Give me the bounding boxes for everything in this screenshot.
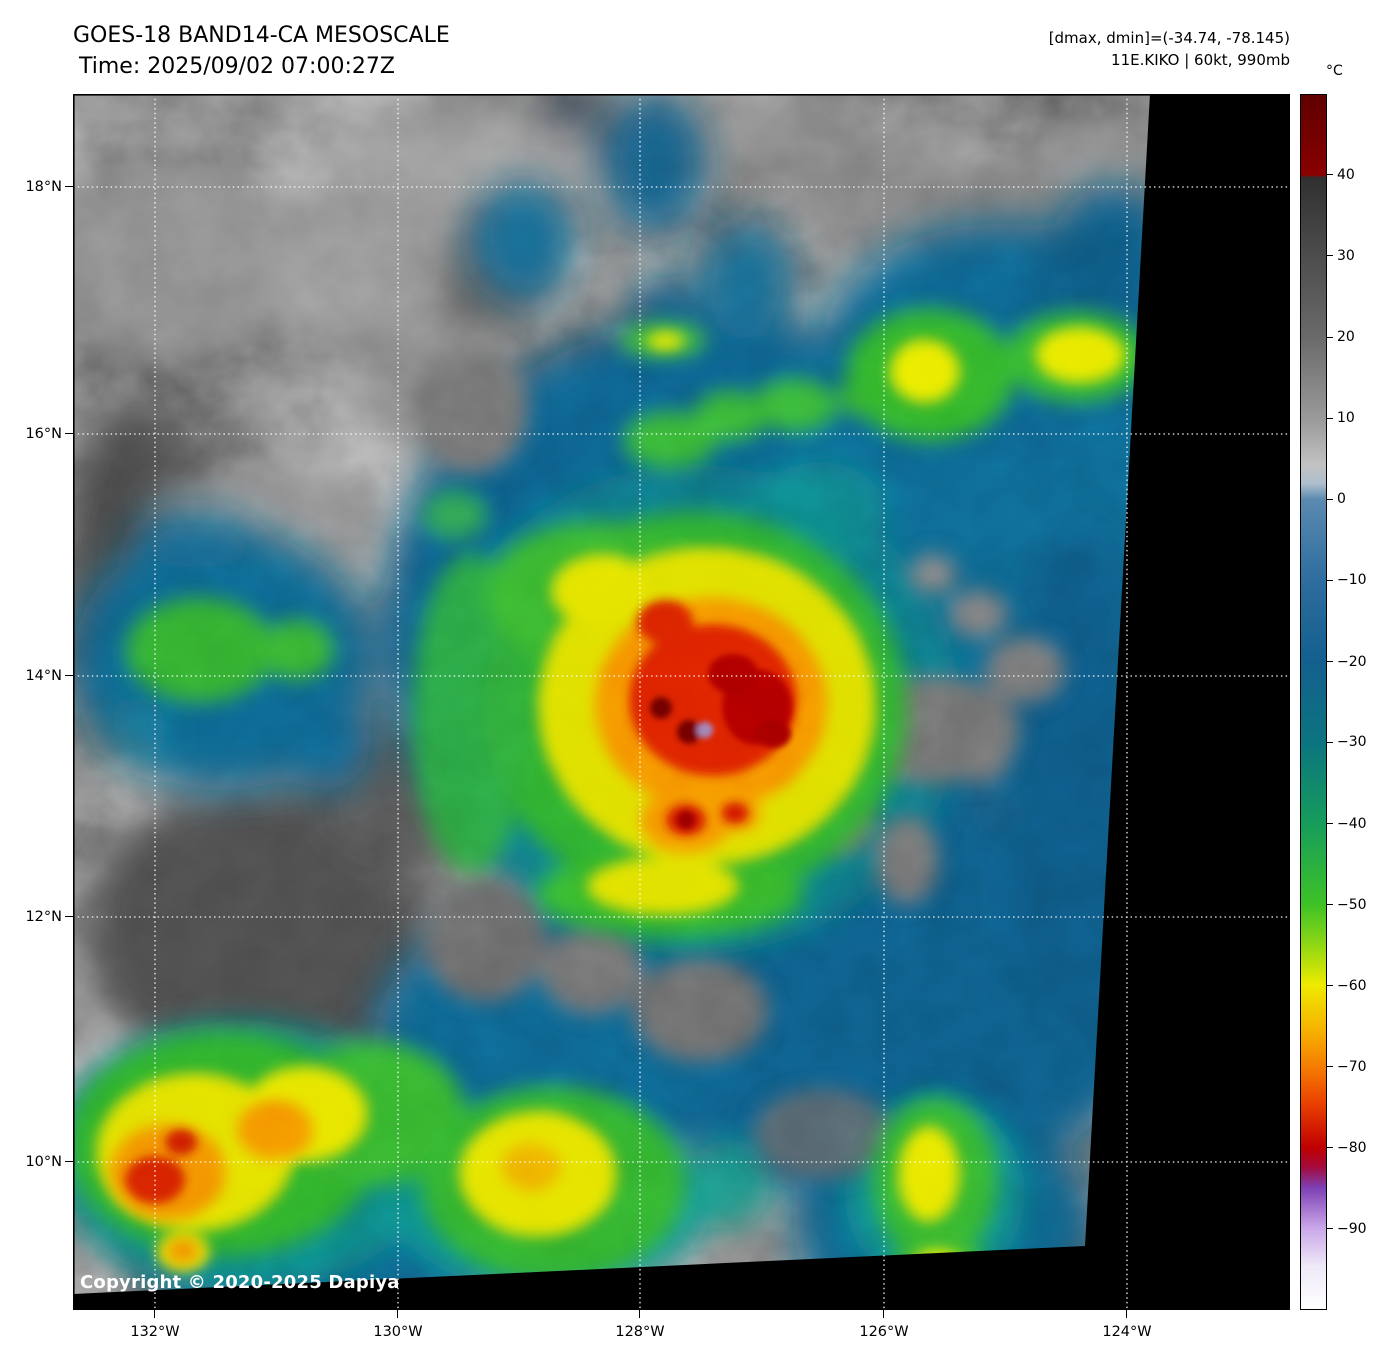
- colorbar-tick-label: −70: [1337, 1058, 1367, 1075]
- colorbar-tick-label: −60: [1337, 977, 1367, 994]
- lat-lon-gridlines: [73, 94, 1290, 1310]
- longitude-tick-label: 126°W: [859, 1324, 909, 1340]
- colorbar-tick-label: −50: [1337, 896, 1367, 913]
- longitude-tick-label: 130°W: [373, 1324, 423, 1340]
- colorbar-tick: [1327, 498, 1333, 500]
- colorbar-tick-label: −40: [1337, 815, 1367, 832]
- colorbar-tick-label: 40: [1337, 167, 1355, 184]
- colorbar-tick: [1327, 904, 1333, 905]
- storm-info-annotation: 11E.KIKO | 60kt, 990mb: [1111, 51, 1290, 69]
- colorbar-unit-label: °C: [1326, 63, 1343, 79]
- latitude-tick: [65, 433, 73, 435]
- colorbar-tick: [1327, 336, 1333, 338]
- latitude-tick-label: 16°N: [25, 426, 62, 442]
- dmax-dmin-annotation: [dmax, dmin]=(-34.74, -78.145): [1048, 29, 1290, 47]
- latitude-tick-label: 12°N: [25, 909, 62, 925]
- latitude-tick-label: 18°N: [25, 179, 62, 195]
- colorbar-tick: [1327, 417, 1333, 419]
- colorbar-tick-label: 20: [1337, 329, 1355, 346]
- longitude-tick-label: 124°W: [1102, 1324, 1152, 1340]
- longitude-tick: [1126, 1310, 1128, 1318]
- image-timestamp: Time: 2025/09/02 07:00:27Z: [79, 54, 395, 79]
- satellite-scene: [73, 94, 1290, 1310]
- colorbar-tick: [1327, 741, 1333, 743]
- longitude-tick: [883, 1310, 885, 1318]
- satellite-plot: [73, 94, 1290, 1310]
- colorbar-tick: [1327, 1066, 1333, 1068]
- longitude-tick: [639, 1310, 641, 1318]
- colorbar-tick: [1327, 255, 1333, 257]
- colorbar-tick: [1327, 822, 1333, 824]
- satellite-data-region: [73, 94, 1150, 1294]
- latitude-tick-label: 10°N: [25, 1154, 62, 1170]
- colorbar-tick-label: −90: [1337, 1220, 1367, 1237]
- colorbar-tick: [1327, 984, 1333, 986]
- colorbar-gradient: [1301, 95, 1326, 1309]
- latitude-tick: [65, 916, 73, 918]
- longitude-tick-label: 132°W: [130, 1324, 180, 1340]
- colorbar-tick: [1327, 1228, 1333, 1230]
- longitude-tick: [154, 1310, 156, 1318]
- colorbar: [1300, 94, 1327, 1310]
- colorbar-tick: [1327, 1147, 1333, 1149]
- colorbar-tick-label: −10: [1337, 572, 1367, 589]
- latitude-tick: [65, 675, 73, 677]
- colorbar-tick-label: 0: [1337, 491, 1346, 508]
- colorbar-tick-label: 30: [1337, 248, 1355, 265]
- longitude-tick-label: 128°W: [615, 1324, 665, 1340]
- latitude-tick: [65, 1161, 73, 1163]
- header-annotations: [dmax, dmin]=(-34.74, -78.145) 11E.KIKO …: [890, 27, 1290, 71]
- latitude-tick: [65, 186, 73, 188]
- colorbar-tick: [1327, 579, 1333, 581]
- copyright-watermark: Copyright © 2020-2025 Dapiya: [80, 1272, 400, 1293]
- plot-border: [73, 94, 1290, 1310]
- colorbar-tick-label: 10: [1337, 410, 1355, 427]
- colorbar-tick: [1327, 660, 1333, 662]
- colorbar-tick-label: −80: [1337, 1139, 1367, 1156]
- colorbar-tick: [1327, 174, 1333, 176]
- colorbar-tick-label: −20: [1337, 653, 1367, 670]
- longitude-tick: [397, 1310, 399, 1318]
- page-title: GOES-18 BAND14-CA MESOSCALE: [73, 23, 450, 48]
- latitude-tick-label: 14°N: [25, 668, 62, 684]
- colorbar-tick-label: −30: [1337, 734, 1367, 751]
